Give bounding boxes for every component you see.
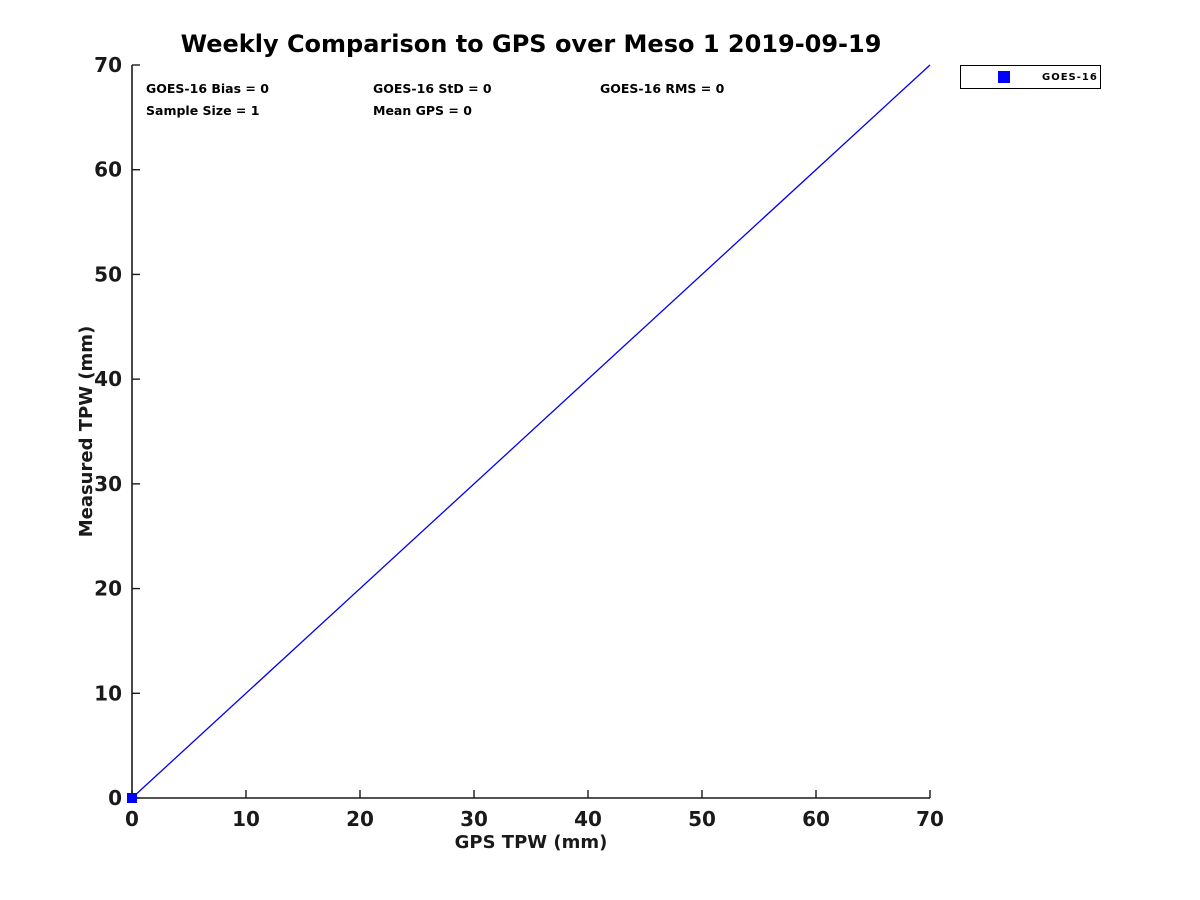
x-tick-label: 40 xyxy=(574,807,602,831)
data-point-marker xyxy=(127,793,137,803)
y-tick-label: 30 xyxy=(94,472,122,496)
stat-std: GOES-16 StD = 0 xyxy=(373,81,492,96)
x-tick-label: 70 xyxy=(916,807,944,831)
y-axis-title: Measured TPW (mm) xyxy=(76,326,97,538)
stat-sample-size: Sample Size = 1 xyxy=(146,103,260,118)
legend-label: GOES-16 xyxy=(1042,71,1098,83)
identity-line xyxy=(131,64,931,799)
x-tick-label: 10 xyxy=(232,807,260,831)
stat-bias: GOES-16 Bias = 0 xyxy=(146,81,269,96)
stat-rms: GOES-16 RMS = 0 xyxy=(600,81,725,96)
y-tick-label: 0 xyxy=(108,786,122,810)
x-tick-label: 0 xyxy=(125,807,139,831)
y-tick-label: 10 xyxy=(94,681,122,705)
legend: GOES-16 xyxy=(960,65,1101,89)
y-tick-label: 50 xyxy=(94,262,122,286)
stat-mean-gps: Mean GPS = 0 xyxy=(373,103,472,118)
x-tick-label: 20 xyxy=(346,807,374,831)
x-tick-label: 60 xyxy=(802,807,830,831)
chart-title: Weekly Comparison to GPS over Meso 1 201… xyxy=(180,30,882,58)
y-tick-label: 20 xyxy=(94,577,122,601)
y-tick-label: 40 xyxy=(94,367,122,391)
y-tick-label: 70 xyxy=(94,53,122,77)
x-axis-title: GPS TPW (mm) xyxy=(455,832,608,853)
x-tick-label: 50 xyxy=(688,807,716,831)
y-tick-label: 60 xyxy=(94,158,122,182)
legend-marker-square-icon xyxy=(998,71,1010,83)
x-tick-label: 30 xyxy=(460,807,488,831)
